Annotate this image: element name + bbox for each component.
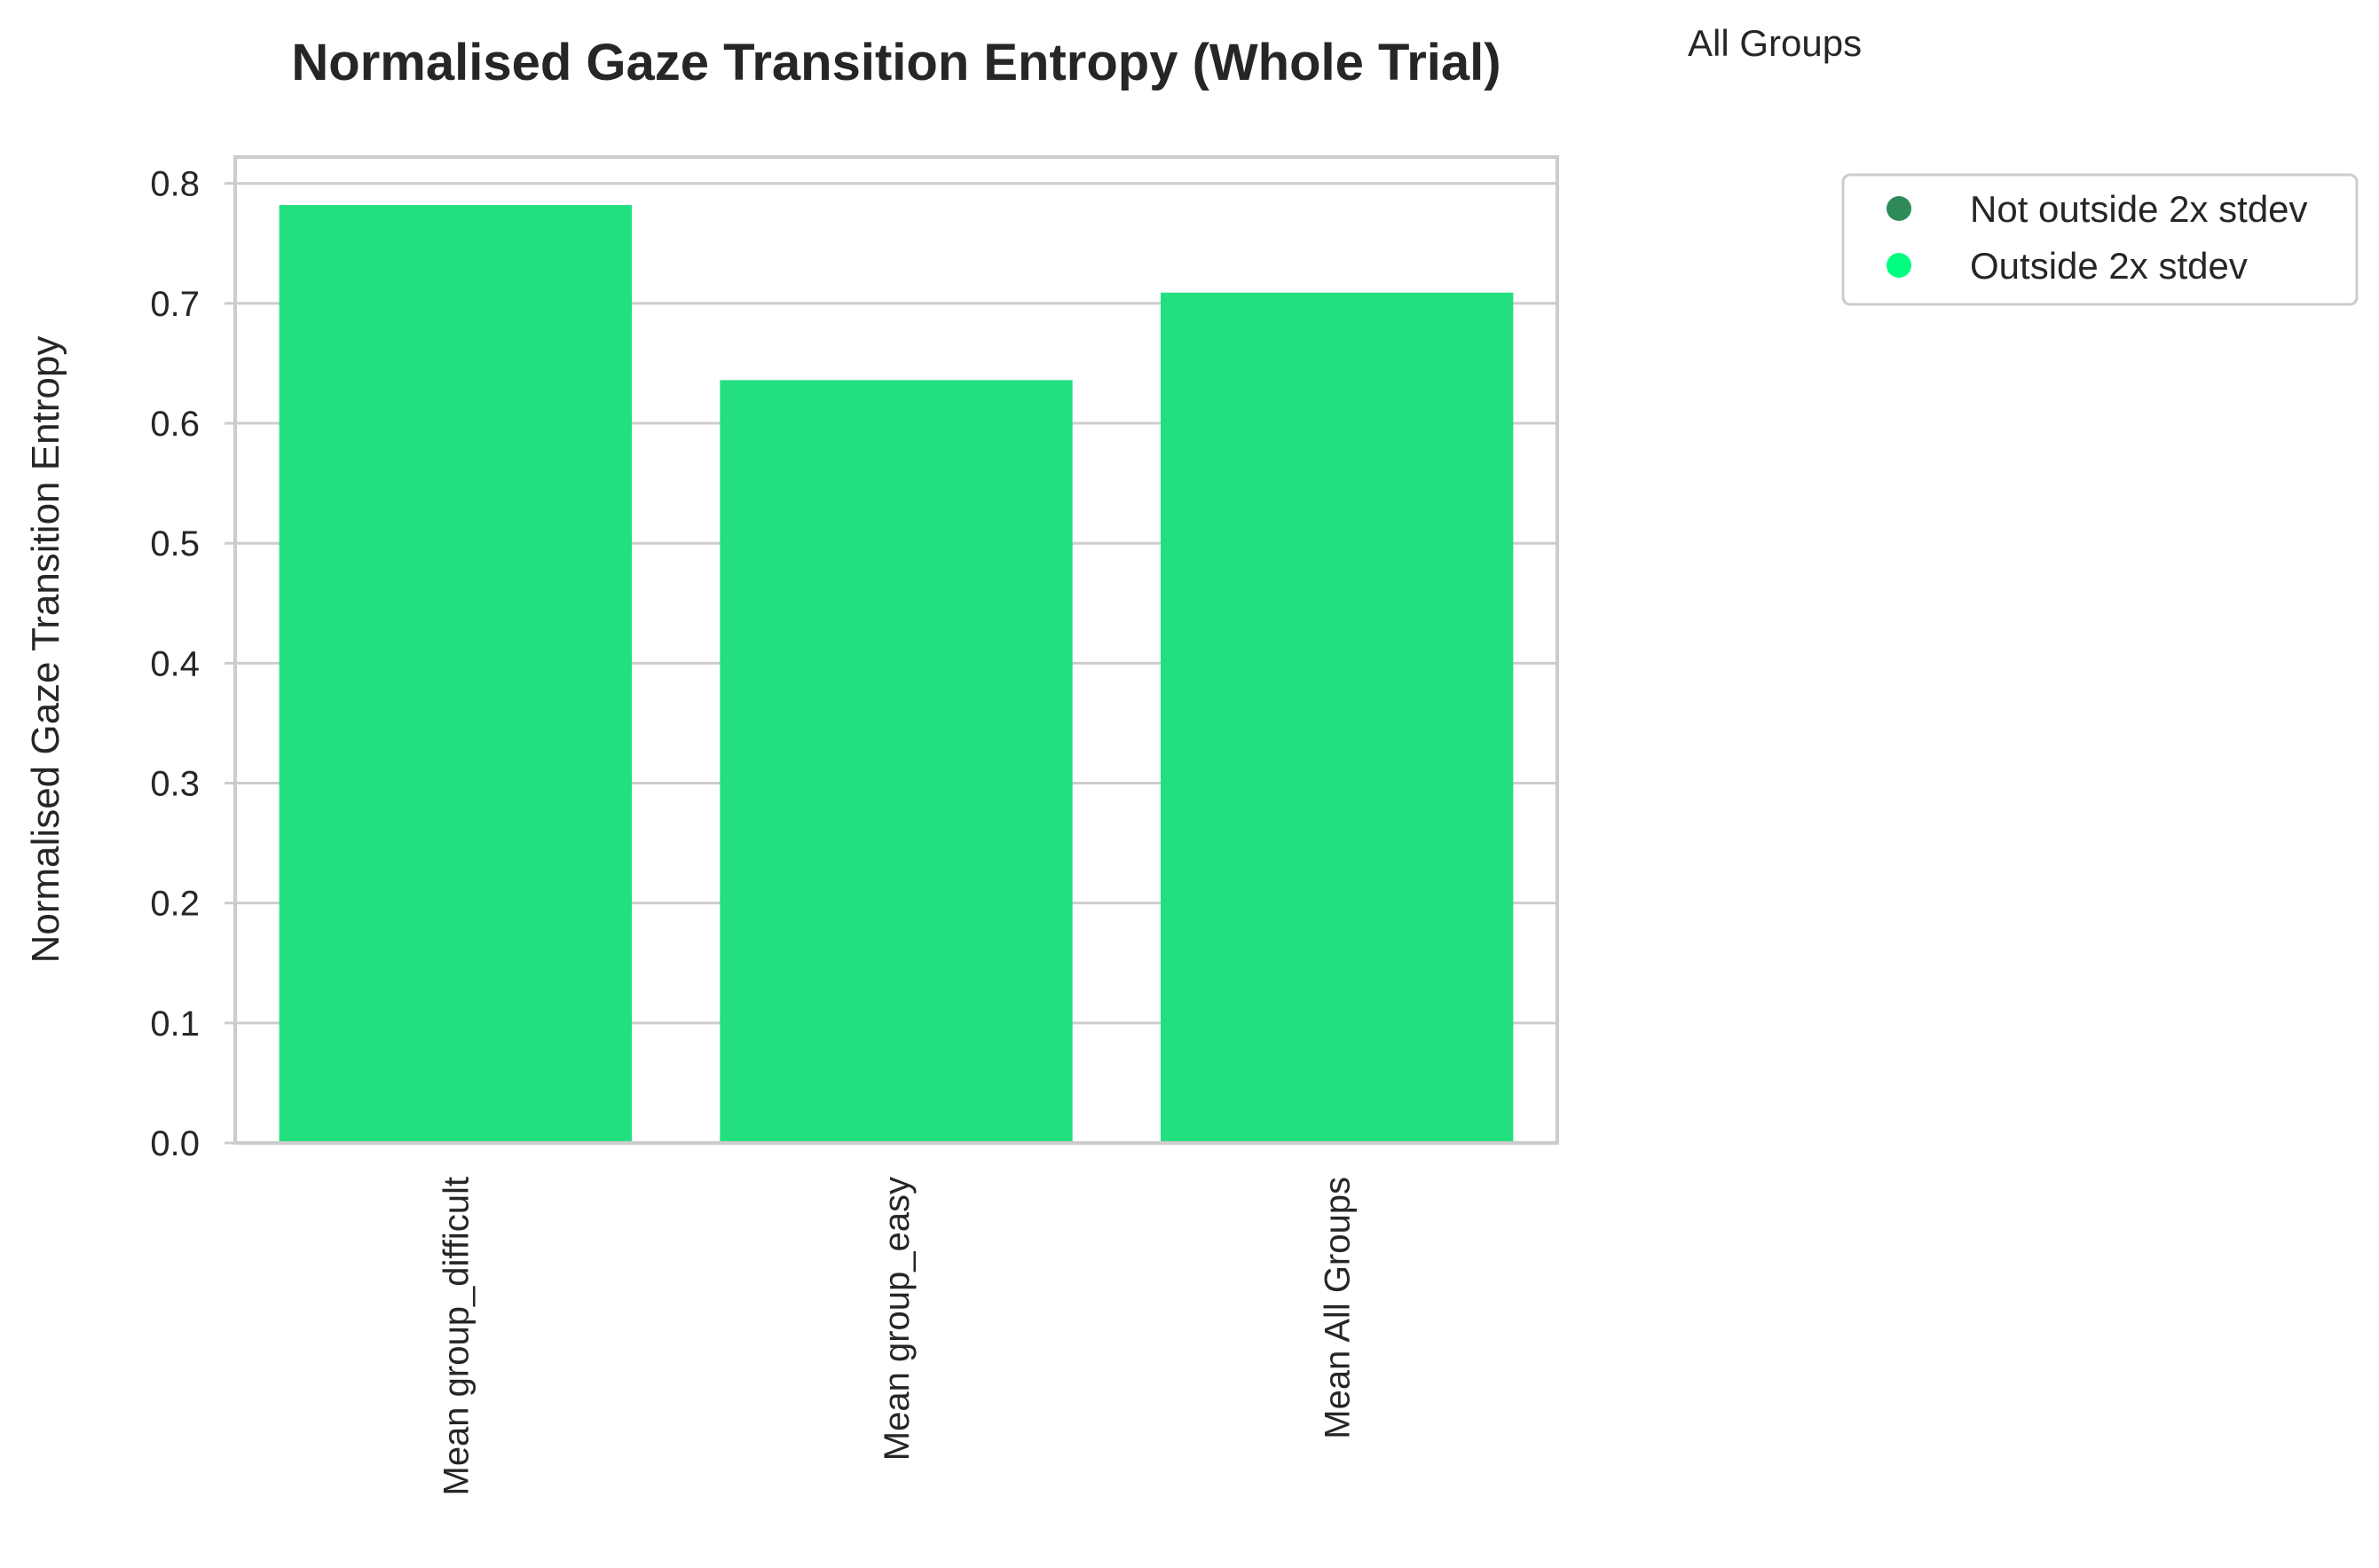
x-tick-label: Mean group_easy xyxy=(878,1177,917,1461)
y-tick-label: 0.8 xyxy=(150,165,200,204)
x-tick-label: Mean group_difficult xyxy=(437,1177,476,1496)
legend-frame xyxy=(1841,173,2359,306)
bars xyxy=(279,205,1514,1144)
y-ticks: 0.0 0.1 0.2 0.3 0.4 0.5 0.6 0.7 0.8 xyxy=(150,165,235,1163)
legend-marker xyxy=(1887,253,1911,278)
legend-label: Outside 2x stdev xyxy=(1970,245,2248,287)
x-ticks: Mean group_difficult Mean group_easy Mean … xyxy=(437,1177,1357,1496)
y-tick-label: 0.0 xyxy=(150,1124,200,1163)
chart-title: Normalised Gaze Transition Entropy (Whol… xyxy=(291,34,1501,91)
y-tick-label: 0.6 xyxy=(150,405,200,444)
y-tick-label: 0.7 xyxy=(150,285,200,324)
bar xyxy=(720,380,1073,1143)
legend-entries: Not outside 2x stdev Outside 2x stdev xyxy=(1887,188,2308,287)
x-tick-label: Mean All Groups xyxy=(1319,1177,1358,1439)
y-tick-label: 0.5 xyxy=(150,524,200,563)
y-tick-label: 0.3 xyxy=(150,765,200,804)
legend: Not outside 2x stdev Outside 2x stdev xyxy=(1841,173,2359,306)
y-tick-label: 0.1 xyxy=(150,1005,200,1044)
y-tick-label: 0.4 xyxy=(150,644,200,683)
legend-label: Not outside 2x stdev xyxy=(1970,188,2308,230)
bar xyxy=(1161,292,1514,1143)
chart-subtitle: All Groups xyxy=(1688,22,1862,64)
y-axis-label: Normalised Gaze Transition Entropy xyxy=(24,336,67,964)
bar xyxy=(279,205,632,1144)
plot-frame xyxy=(233,155,1559,1145)
legend-marker xyxy=(1887,196,1911,221)
y-tick-label: 0.2 xyxy=(150,885,200,924)
